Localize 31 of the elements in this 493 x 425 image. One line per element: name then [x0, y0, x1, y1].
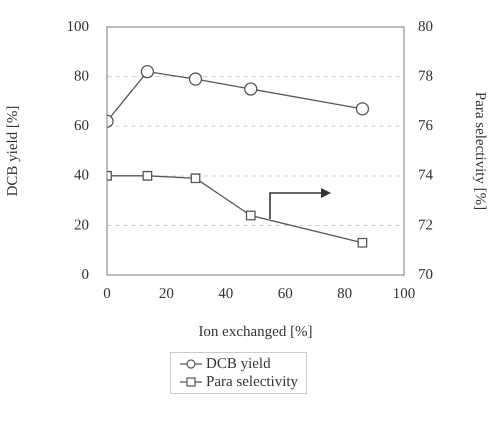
y2-axis-title: Para selectivity [%] [472, 92, 488, 210]
x-tick-label: 100 [392, 286, 416, 302]
x-tick-label: 40 [218, 286, 234, 302]
y-tick-label: 40 [74, 168, 89, 184]
point [142, 170, 152, 181]
point [358, 238, 368, 248]
point [188, 72, 202, 86]
legend-label: DCB yield [206, 355, 271, 373]
y2-tick-label: 70 [418, 266, 433, 283]
x-axis-title: Ion exchanged [%] [198, 324, 313, 340]
y-tick-label: 20 [74, 217, 89, 234]
y-tick-label: 0 [82, 266, 89, 283]
y2-tick-label: 72 [418, 217, 433, 234]
legend-label: Para selectivity [206, 373, 298, 391]
y-tick-label: 100 [66, 18, 89, 35]
x-tick-label: 80 [337, 286, 352, 302]
point [244, 82, 258, 96]
y2-tick-label: 74 [418, 168, 434, 184]
y-axis-title: DCB yield [%] [4, 106, 21, 196]
x-tick-label: 60 [278, 286, 293, 302]
x-tick-label: 20 [158, 286, 174, 302]
y2-tick-label: 76 [418, 118, 434, 134]
point [246, 210, 256, 220]
point [356, 102, 370, 116]
y2-tick-label: 80 [418, 18, 433, 35]
point [190, 173, 200, 184]
y-tick-label: 80 [74, 68, 89, 85]
y2-tick-label: 78 [418, 68, 433, 85]
y-tick-label: 60 [74, 118, 89, 134]
x-tick-label: 0 [103, 286, 111, 302]
point [140, 64, 154, 78]
